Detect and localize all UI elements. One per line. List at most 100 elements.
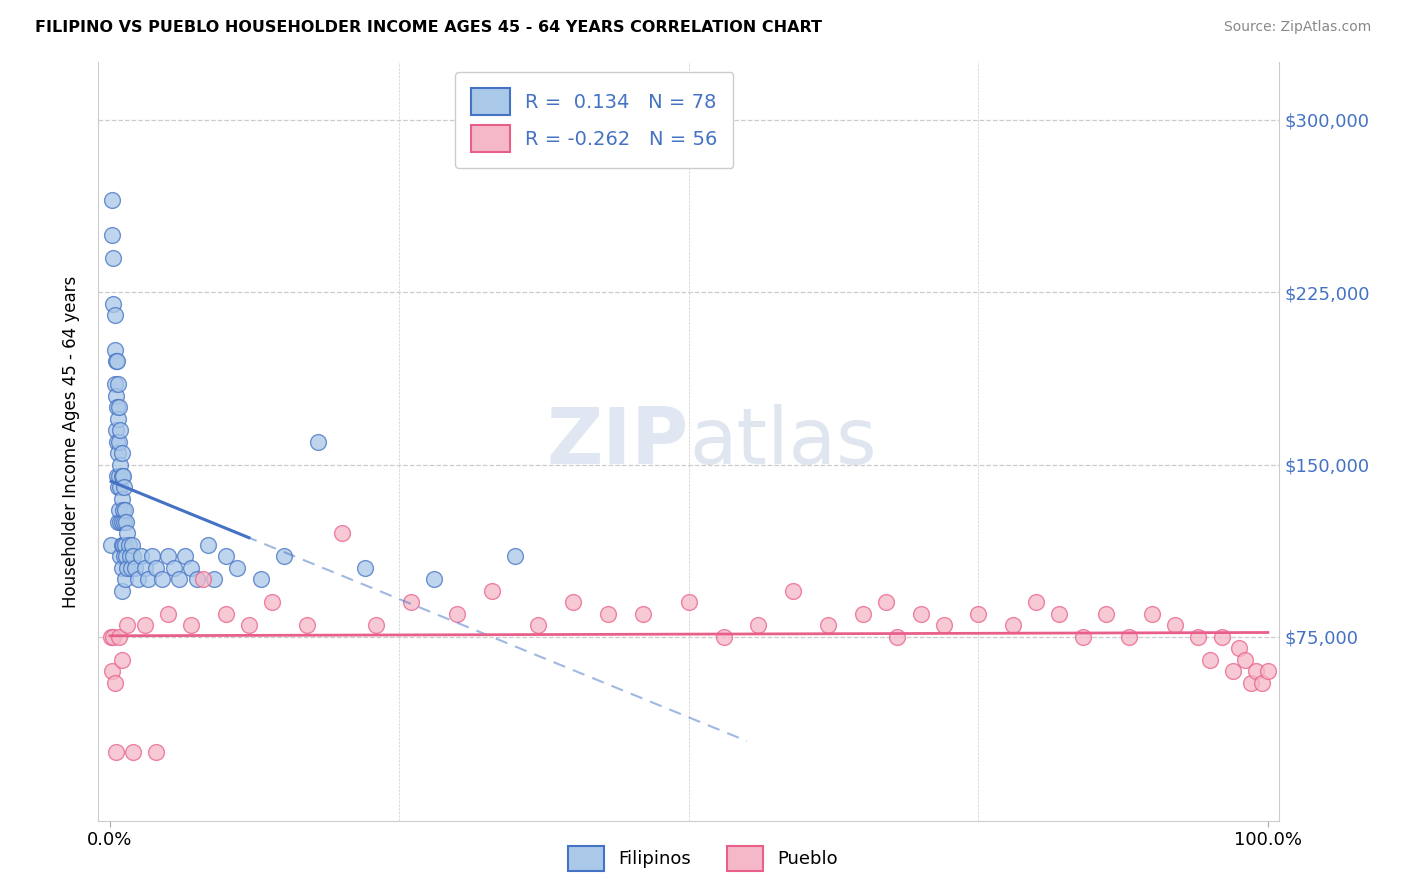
Point	[108, 503, 131, 517]
Point	[108, 434, 131, 449]
Point	[110, 423, 132, 437]
Point	[1239, 675, 1261, 690]
Point	[117, 561, 139, 575]
Point	[423, 573, 446, 587]
Point	[169, 573, 191, 587]
Point	[150, 573, 173, 587]
Point	[107, 481, 129, 495]
Point	[117, 526, 139, 541]
Point	[747, 618, 769, 632]
Point	[122, 745, 145, 759]
Point	[100, 538, 122, 552]
Point	[107, 515, 129, 529]
Point	[1071, 630, 1094, 644]
Point	[104, 745, 127, 759]
Point	[110, 653, 132, 667]
Point	[107, 411, 129, 425]
Point	[481, 583, 503, 598]
Point	[145, 561, 167, 575]
Point	[117, 538, 139, 552]
Point	[103, 630, 125, 644]
Point	[104, 308, 127, 322]
Point	[156, 549, 179, 564]
Point	[115, 515, 138, 529]
Point	[967, 607, 990, 621]
Point	[202, 573, 225, 587]
Point	[503, 549, 526, 564]
Point	[104, 343, 127, 357]
Point	[117, 618, 139, 632]
Point	[118, 549, 141, 564]
Point	[446, 607, 468, 621]
Point	[163, 561, 186, 575]
Point	[127, 573, 149, 587]
Point	[101, 194, 124, 208]
Text: ZIP: ZIP	[547, 403, 689, 480]
Point	[1094, 607, 1116, 621]
Point	[111, 503, 134, 517]
Point	[104, 377, 127, 392]
Point	[105, 354, 128, 368]
Text: Source: ZipAtlas.com: Source: ZipAtlas.com	[1223, 20, 1371, 34]
Point	[678, 595, 700, 609]
Point	[713, 630, 735, 644]
Point	[110, 481, 132, 495]
Point	[1002, 618, 1025, 632]
Point	[101, 665, 124, 679]
Point	[110, 515, 132, 529]
Point	[1233, 653, 1256, 667]
Point	[115, 549, 138, 564]
Point	[1257, 665, 1279, 679]
Point	[110, 458, 132, 472]
Point	[782, 583, 804, 598]
Point	[174, 549, 197, 564]
Point	[273, 549, 295, 564]
Point	[366, 618, 388, 632]
Point	[101, 227, 124, 242]
Point	[932, 618, 955, 632]
Point	[110, 491, 132, 506]
Point	[141, 549, 163, 564]
Point	[262, 595, 284, 609]
Point	[1199, 653, 1222, 667]
Point	[191, 573, 214, 587]
Point	[1246, 665, 1268, 679]
Point	[562, 595, 585, 609]
Point	[1227, 641, 1250, 656]
Point	[226, 561, 249, 575]
Point	[124, 561, 146, 575]
Point	[330, 526, 353, 541]
Point	[186, 573, 208, 587]
Point	[112, 481, 135, 495]
Point	[180, 561, 202, 575]
Point	[114, 503, 136, 517]
Point	[103, 251, 125, 265]
Point	[104, 388, 127, 402]
Point	[107, 377, 129, 392]
Point	[596, 607, 619, 621]
Point	[120, 561, 142, 575]
Point	[1118, 630, 1140, 644]
Point	[107, 446, 129, 460]
Y-axis label: Householder Income Ages 45 - 64 years: Householder Income Ages 45 - 64 years	[62, 276, 80, 607]
Point	[631, 607, 654, 621]
Point	[399, 595, 422, 609]
Point	[197, 538, 219, 552]
Point	[249, 573, 271, 587]
Point	[100, 630, 122, 644]
Point	[134, 618, 156, 632]
Point	[527, 618, 550, 632]
Point	[110, 538, 132, 552]
Point	[817, 618, 839, 632]
Point	[112, 515, 135, 529]
Point	[307, 434, 329, 449]
Point	[114, 538, 136, 552]
Point	[110, 561, 132, 575]
Point	[108, 469, 131, 483]
Point	[215, 607, 238, 621]
Point	[105, 434, 128, 449]
Point	[136, 573, 159, 587]
Point	[111, 538, 134, 552]
Legend: R =  0.134   N = 78, R = -0.262   N = 56: R = 0.134 N = 78, R = -0.262 N = 56	[456, 72, 734, 168]
Point	[1222, 665, 1244, 679]
